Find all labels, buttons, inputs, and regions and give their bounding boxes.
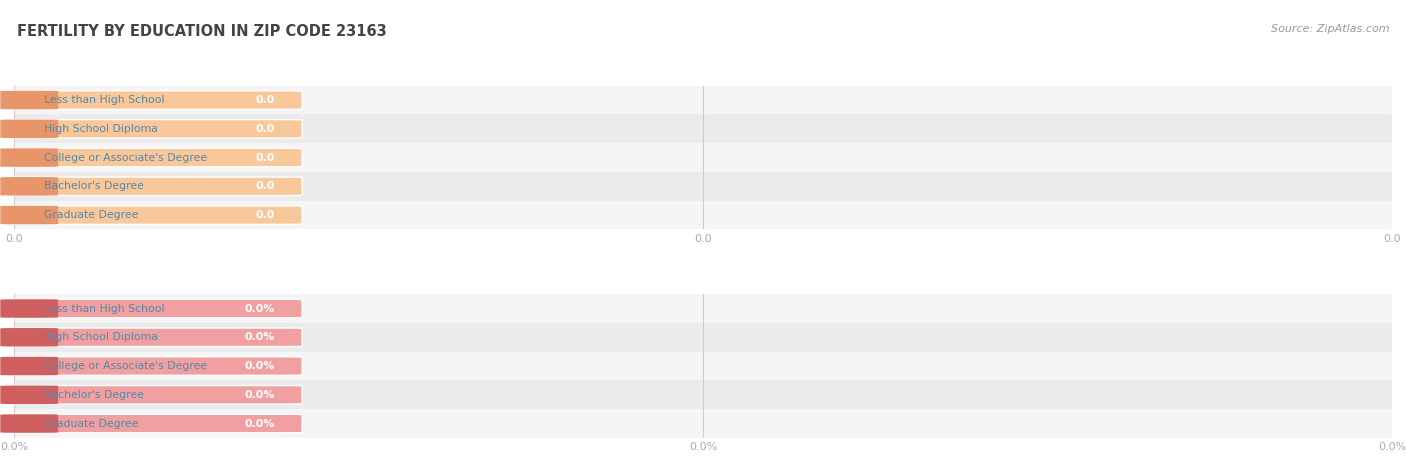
Text: Source: ZipAtlas.com: Source: ZipAtlas.com (1271, 24, 1389, 34)
Bar (14, 380, 1392, 409)
FancyBboxPatch shape (0, 149, 302, 167)
FancyBboxPatch shape (0, 177, 302, 196)
FancyBboxPatch shape (0, 328, 302, 347)
Text: 0.0: 0.0 (256, 95, 274, 105)
FancyBboxPatch shape (0, 177, 58, 196)
Text: 0.0%: 0.0% (245, 361, 274, 371)
FancyBboxPatch shape (0, 91, 302, 109)
FancyBboxPatch shape (0, 386, 58, 404)
Text: Bachelor's Degree: Bachelor's Degree (45, 390, 145, 400)
Text: Less than High School: Less than High School (45, 304, 165, 314)
Text: 0.0: 0.0 (256, 153, 274, 163)
Text: Less than High School: Less than High School (45, 95, 165, 105)
Bar (14, 352, 1392, 380)
Text: Bachelor's Degree: Bachelor's Degree (45, 181, 145, 191)
FancyBboxPatch shape (0, 414, 58, 433)
Text: 0.0: 0.0 (256, 124, 274, 134)
FancyBboxPatch shape (0, 357, 302, 375)
Bar (14, 114, 1392, 143)
Text: 0.0: 0.0 (256, 181, 274, 191)
FancyBboxPatch shape (0, 119, 302, 138)
FancyBboxPatch shape (0, 299, 58, 318)
Text: High School Diploma: High School Diploma (45, 332, 159, 342)
Bar (14, 86, 1392, 114)
Text: 0.0%: 0.0% (245, 418, 274, 428)
Bar (14, 294, 1392, 323)
Text: 0.0%: 0.0% (245, 304, 274, 314)
Bar (14, 201, 1392, 229)
Text: 0.0%: 0.0% (245, 332, 274, 342)
FancyBboxPatch shape (0, 206, 302, 224)
FancyBboxPatch shape (0, 386, 302, 404)
Bar (14, 172, 1392, 201)
Text: College or Associate's Degree: College or Associate's Degree (45, 153, 208, 163)
Bar (14, 323, 1392, 352)
Text: 0.0%: 0.0% (245, 390, 274, 400)
Text: High School Diploma: High School Diploma (45, 124, 159, 134)
FancyBboxPatch shape (0, 414, 302, 433)
FancyBboxPatch shape (0, 328, 58, 347)
FancyBboxPatch shape (0, 149, 58, 167)
FancyBboxPatch shape (0, 357, 58, 375)
Bar (14, 409, 1392, 438)
FancyBboxPatch shape (0, 299, 302, 318)
Text: 0.0: 0.0 (256, 210, 274, 220)
Text: College or Associate's Degree: College or Associate's Degree (45, 361, 208, 371)
Text: Graduate Degree: Graduate Degree (45, 418, 139, 428)
FancyBboxPatch shape (0, 206, 58, 224)
Text: FERTILITY BY EDUCATION IN ZIP CODE 23163: FERTILITY BY EDUCATION IN ZIP CODE 23163 (17, 24, 387, 39)
FancyBboxPatch shape (0, 119, 58, 138)
Bar (14, 143, 1392, 172)
FancyBboxPatch shape (0, 91, 58, 109)
Text: Graduate Degree: Graduate Degree (45, 210, 139, 220)
